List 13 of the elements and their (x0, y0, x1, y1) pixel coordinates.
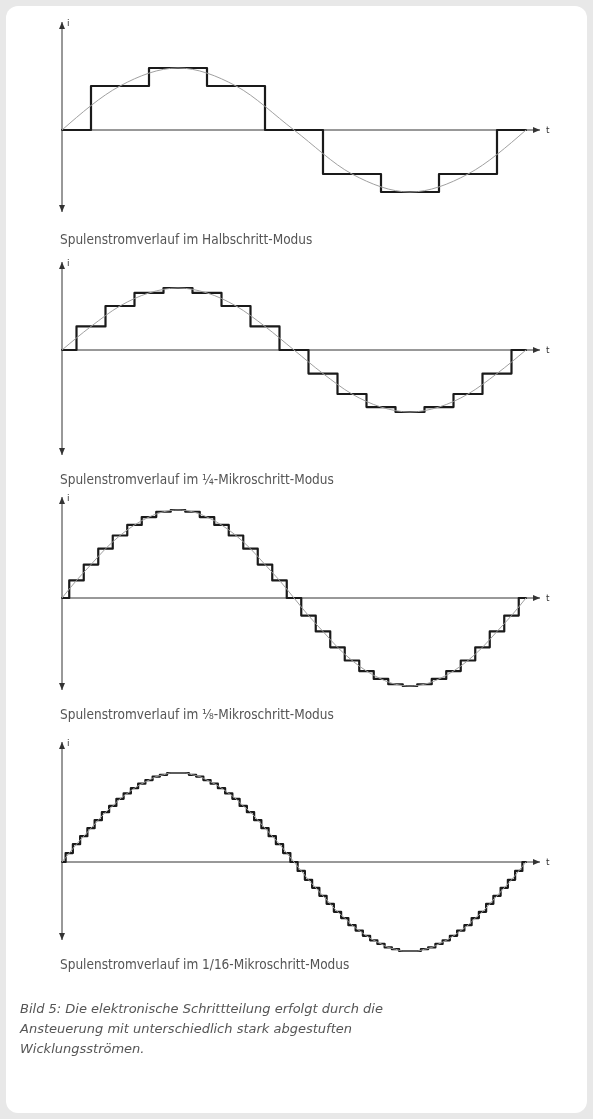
text: Bild 5: Die elektronische Schrittteilung erfolgt durch die Ansteuerung mit unterschiedlich stark abgestuften Wicklungsströmen. (19, 1001, 383, 1056)
y-axis-title: i (67, 493, 70, 503)
y-axis-title: i (67, 738, 70, 748)
text: Spulenstromverlauf im ¼-Mikroschritt-Modus (60, 471, 334, 487)
text: Spulenstromverlauf im Halbschritt-Modus (60, 231, 313, 247)
y-axis-title: i (67, 18, 70, 28)
text: Spulenstromverlauf im ⅛-Mikroschritt-Modus (60, 706, 334, 722)
x-axis-title: t (546, 857, 550, 867)
x-axis-title: t (546, 345, 550, 355)
y-axis-title: i (67, 258, 70, 268)
x-axis-title: t (546, 125, 550, 135)
x-axis-title: t (546, 593, 550, 603)
text: Spulenstromverlauf im 1/16-Mikroschritt-Modus (60, 956, 350, 972)
